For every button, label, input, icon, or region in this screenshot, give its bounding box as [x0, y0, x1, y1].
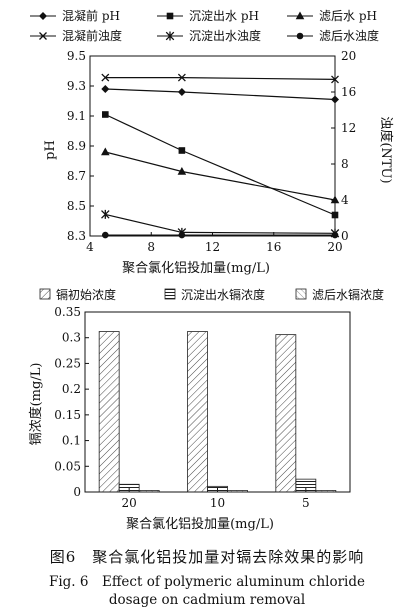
y2-tick-label: 20 [341, 49, 356, 63]
data-point [101, 85, 110, 93]
data-point [331, 211, 339, 219]
y-tick-label: 0.05 [54, 459, 81, 473]
data-point [331, 231, 339, 239]
legend-label: 滤后水 pH [319, 9, 377, 23]
legend-swatch [295, 288, 307, 300]
legend-swatch [164, 288, 176, 300]
x-tick-label: 8 [147, 240, 155, 254]
bar [138, 490, 160, 493]
y-tick-label: 0.25 [54, 356, 81, 370]
data-point [101, 73, 110, 82]
legend-label: 滤后水浊度 [319, 28, 379, 43]
bar [227, 490, 248, 493]
y2-tick-label: 16 [341, 85, 356, 99]
series-line [105, 213, 336, 234]
line-chart-ylabel: pH [43, 140, 58, 160]
data-point [330, 195, 340, 204]
x-tick-label: 5 [302, 496, 310, 510]
legend-label: 混凝前浊度 [62, 28, 122, 43]
series-line [105, 76, 336, 80]
data-point [178, 147, 186, 154]
bar [187, 331, 208, 493]
x-tick-label: 10 [210, 496, 225, 510]
y-tick-label: 8.7 [67, 169, 86, 183]
bar-chart-bars [98, 331, 337, 493]
bar-chart-ylabel: 镉浓度(mg/L) [28, 363, 44, 446]
bar-chart: 镉初始浓度 沉淀出水镉浓度 滤后水镉浓度 0 0.05 0.1 0.15 0.2 0.25 0.… [28, 287, 384, 532]
y-tick-label: 8.3 [67, 229, 86, 243]
data-point [177, 88, 186, 96]
y-tick-label: 0.35 [54, 305, 81, 319]
data-point [177, 73, 186, 82]
bar-chart-xlabel: 聚合氯化铝投加量(mg/L) [126, 516, 274, 532]
figure-caption-en-line2: dosage on cadmium removal [108, 592, 306, 608]
line-chart-tick-labels: 4 8 12 16 20 8.3 8.5 8.7 8.9 9.1 9.3 9.5 0 4 8 12 16 20 [67, 49, 356, 254]
figure-caption-en-line1: Fig. 6 Effect of polymeric aluminum chlo… [48, 574, 366, 590]
y-tick-label: 0.2 [62, 382, 81, 396]
legend-label: 沉淀出水浊度 [189, 28, 261, 43]
data-point [101, 209, 110, 219]
data-point [102, 231, 109, 239]
y2-tick-label: 4 [341, 193, 349, 207]
x-tick-label: 4 [86, 240, 94, 254]
series-line [105, 88, 336, 101]
legend-marker [295, 11, 305, 20]
line-chart-frame [89, 55, 336, 237]
bar-chart-frame [84, 311, 351, 493]
y-tick-label: 0 [73, 485, 81, 499]
line-chart-xlabel: 聚合氯化铝投加量(mg/L) [122, 260, 270, 276]
y-tick-label: 8.9 [67, 139, 86, 153]
figure-caption-zh: 图6 聚合氯化铝投加量对镉去除效果的影响 [49, 548, 365, 566]
data-point [101, 147, 110, 156]
series-line [105, 113, 336, 216]
legend-label: 沉淀出水镉浓度 [181, 287, 265, 302]
y2-tick-label: 8 [341, 157, 349, 171]
x-tick-label: 20 [327, 240, 342, 254]
y2-tick-label: 0 [341, 229, 349, 243]
legend-swatch [39, 288, 51, 300]
bar-chart-tick-labels: 0 0.05 0.1 0.15 0.2 0.25 0.3 0.35 20 10 5 [54, 305, 309, 510]
data-point [177, 167, 187, 175]
bar-chart-legend: 镉初始浓度 沉淀出水镉浓度 滤后水镉浓度 [39, 287, 384, 302]
data-point [102, 111, 109, 118]
data-point [178, 231, 186, 239]
y-tick-label: 9.5 [67, 49, 86, 63]
x-tick-label: 12 [205, 240, 220, 254]
legend-label: 镉初始浓度 [56, 287, 116, 302]
legend-marker [296, 32, 304, 40]
data-point [331, 75, 339, 84]
x-tick-label: 16 [266, 240, 281, 254]
data-point [331, 95, 339, 104]
y-tick-label: 0.3 [62, 331, 81, 345]
y2-tick-label: 12 [341, 121, 356, 135]
x-tick-label: 20 [122, 496, 137, 510]
series-line [105, 151, 336, 201]
bar [98, 331, 120, 493]
bar [275, 334, 297, 493]
y-tick-label: 9.1 [67, 109, 86, 123]
bar [315, 490, 337, 493]
legend-marker [166, 12, 174, 20]
legend-marker [165, 31, 175, 41]
line-chart: 混凝前 pH 沉淀出水 pH 滤后水 pH 混凝前浊度 沉淀出水浊度 滤后水浊度 4 8 12… [30, 8, 394, 276]
legend-marker [39, 32, 47, 40]
line-chart-axes [89, 55, 336, 237]
bar [207, 485, 228, 493]
line-chart-series [101, 73, 340, 239]
legend-label: 滤后水镉浓度 [312, 287, 384, 302]
line-chart-y2label: 浊度(NTU) [378, 116, 394, 183]
y-tick-label: 9.3 [67, 79, 86, 93]
line-chart-legend: 混凝前 pH 沉淀出水 pH 滤后水 pH 混凝前浊度 沉淀出水浊度 滤后水浊度 [30, 8, 379, 43]
y-tick-label: 0.15 [54, 408, 81, 422]
legend-label: 沉淀出水 pH [189, 9, 259, 23]
y-tick-label: 0.1 [62, 434, 81, 448]
bar [118, 483, 140, 493]
bar [295, 478, 317, 493]
y-tick-label: 8.5 [67, 199, 86, 213]
bar-chart-axes [84, 311, 351, 493]
legend-marker [39, 12, 47, 20]
legend-label: 混凝前 pH [62, 8, 120, 23]
